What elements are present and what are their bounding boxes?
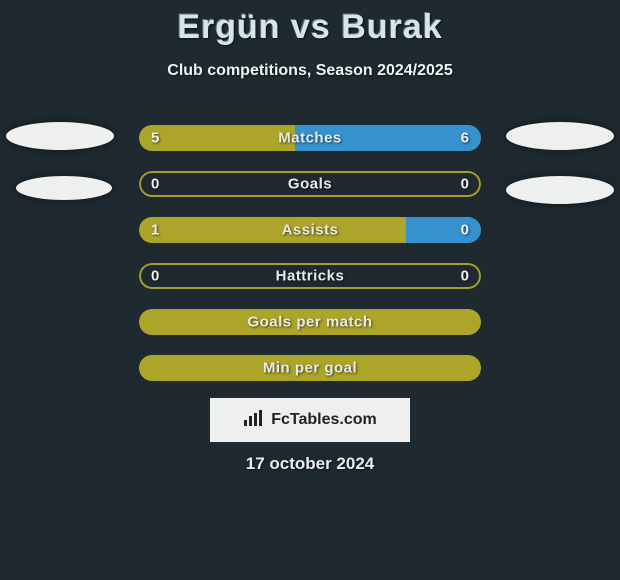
stat-label: Goals per match	[139, 314, 481, 331]
brand-badge[interactable]: FcTables.com	[210, 398, 410, 442]
stat-value-right: 0	[461, 268, 469, 285]
player-left-photo-placeholder	[6, 122, 114, 150]
stat-row: Goals per match	[139, 309, 481, 335]
stat-value-left: 0	[151, 268, 159, 285]
stat-label: Assists	[139, 222, 481, 239]
stat-rows: Matches56Goals00Assists10Hattricks00Goal…	[139, 125, 481, 401]
stat-row: Matches5 6	[139, 125, 481, 151]
player-right-photo-placeholder	[506, 122, 614, 150]
player-left-photo-placeholder-2	[16, 176, 112, 200]
stat-label: Goals	[139, 176, 481, 193]
stat-label: Hattricks	[139, 268, 481, 285]
stat-row: Assists1 0	[139, 217, 481, 243]
stats-comparison-infographic: Ergün vs Burak Club competitions, Season…	[0, 0, 620, 580]
chart-date: 17 october 2024	[0, 454, 620, 474]
stat-value-right: 6	[461, 130, 469, 147]
stat-label: Min per goal	[139, 360, 481, 377]
player-right-photo-placeholder-2	[506, 176, 614, 204]
stat-value-left: 5	[151, 130, 159, 147]
stat-value-right: 0	[461, 222, 469, 239]
brand-bars-icon	[243, 409, 265, 432]
stat-value-left: 0	[151, 176, 159, 193]
chart-subtitle: Club competitions, Season 2024/2025	[0, 62, 620, 80]
brand-text: FcTables.com	[271, 411, 377, 429]
stat-value-left: 1	[151, 222, 159, 239]
stat-label: Matches	[139, 130, 481, 147]
stat-row: Min per goal	[139, 355, 481, 381]
stat-value-right: 0	[461, 176, 469, 193]
chart-title: Ergün vs Burak	[0, 8, 620, 47]
stat-row: Goals0 0	[139, 171, 481, 197]
stat-row: Hattricks0 0	[139, 263, 481, 289]
